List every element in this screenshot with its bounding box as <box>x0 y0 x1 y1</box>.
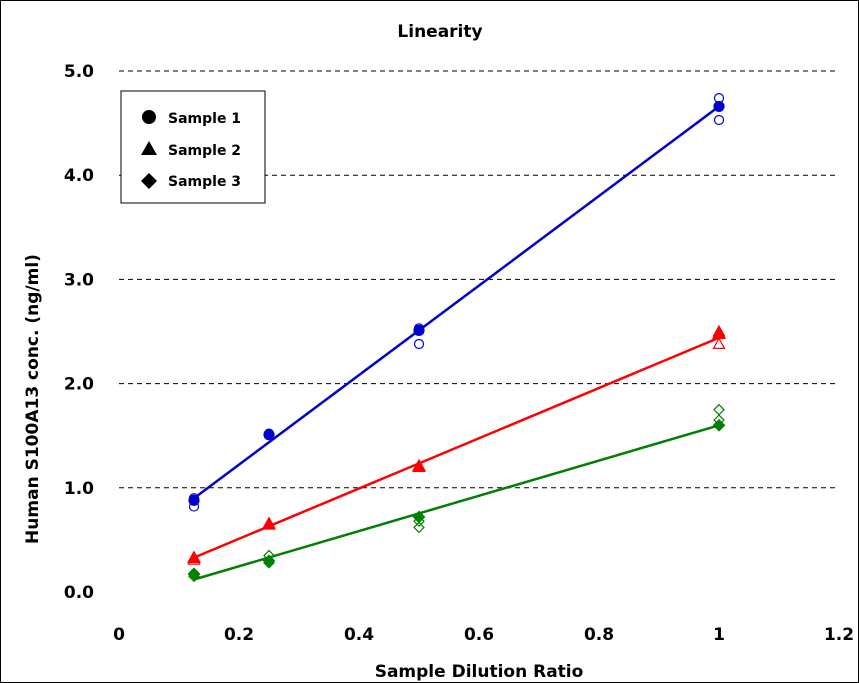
mean-point-sample-3 <box>412 510 426 524</box>
x-tick-label: 0.4 <box>344 625 374 645</box>
replicate-point-sample-3 <box>413 521 425 534</box>
y-tick-label: 2.0 <box>64 375 94 395</box>
mean-point-sample-1 <box>188 494 200 506</box>
fit-line-sample-1 <box>193 105 720 500</box>
replicate-point-sample-1 <box>713 114 725 126</box>
x-tick-label: 0.2 <box>224 625 254 645</box>
replicate-point-sample-1 <box>413 338 425 350</box>
x-tick-label: 1 <box>713 625 725 645</box>
mean-point-sample-2 <box>261 517 277 530</box>
mean-point-sample-2 <box>186 550 202 564</box>
x-tick-label: 0.6 <box>464 625 494 645</box>
y-tick-label: 1.0 <box>64 479 94 499</box>
mean-point-sample-3 <box>187 567 201 581</box>
fit-line-sample-3 <box>193 424 720 581</box>
legend-label-sample-1: Sample 1 <box>168 111 241 127</box>
legend: Sample 1 Sample 2 Sample 3 <box>120 90 266 204</box>
legend-label-sample-3: Sample 3 <box>168 174 241 190</box>
legend-marker-sample-3 <box>141 173 157 189</box>
mean-point-sample-2 <box>711 326 727 339</box>
mean-point-sample-1 <box>713 100 725 113</box>
y-tick-label: 4.0 <box>64 166 94 186</box>
mean-point-sample-2 <box>411 458 427 472</box>
x-tick-label: 1.2 <box>824 625 854 645</box>
y-tick-label: 5.0 <box>64 62 94 82</box>
fit-lines <box>193 105 720 581</box>
fit-line-sample-2 <box>193 336 720 559</box>
y-tick-label: 3.0 <box>64 270 94 290</box>
y-axis-ticks: 0.0 1.0 2.0 3.0 4.0 5.0 <box>64 62 94 603</box>
mean-point-sample-1 <box>413 324 425 337</box>
replicate-point-sample-3 <box>713 403 725 416</box>
x-axis-ticks: 0 0.2 0.4 0.6 0.8 1 1.2 <box>113 625 854 645</box>
x-axis-label: Sample Dilution Ratio <box>375 662 584 682</box>
x-tick-label: 0 <box>113 625 125 645</box>
mean-point-sample-3 <box>262 554 276 568</box>
legend-marker-sample-1 <box>142 110 156 124</box>
legend-marker-sample-2 <box>141 141 157 155</box>
y-tick-label: 0.0 <box>64 583 94 603</box>
mean-point-sample-3 <box>712 418 726 432</box>
replicate-point-sample-2 <box>712 337 726 350</box>
y-axis-label: Human S100A13 conc. (ng/ml) <box>23 254 43 544</box>
data-points <box>186 92 727 583</box>
mean-point-sample-1 <box>263 429 275 441</box>
x-tick-label: 0.8 <box>584 625 614 645</box>
legend-label-sample-2: Sample 2 <box>168 143 241 159</box>
chart-title: Linearity <box>397 22 482 42</box>
